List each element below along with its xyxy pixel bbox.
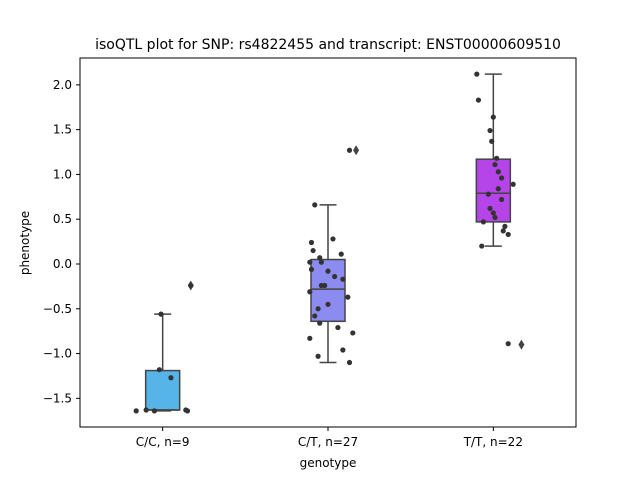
data-point [317, 320, 323, 326]
y-axis-label: phenotype [18, 211, 32, 275]
data-point [490, 114, 496, 120]
data-point [475, 97, 482, 103]
y-tick-label: 2.0 [53, 78, 72, 92]
data-point [487, 205, 493, 212]
data-point [315, 306, 321, 312]
data-point [492, 161, 498, 168]
outlier-diamond [353, 145, 360, 156]
data-point [505, 341, 511, 347]
box-iqr [144, 369, 181, 411]
y-tick-label: −1.0 [43, 347, 72, 361]
strip-points [133, 71, 516, 414]
data-point [502, 223, 508, 229]
data-point [350, 330, 356, 336]
data-point [340, 276, 346, 282]
y-tick-label: 0.5 [53, 212, 72, 226]
data-point [338, 251, 344, 257]
data-point [325, 301, 331, 307]
data-point [346, 147, 353, 153]
data-point [315, 353, 321, 359]
box-iqr [475, 158, 512, 223]
data-point [332, 273, 338, 280]
data-point [133, 408, 139, 414]
data-point [317, 255, 323, 261]
data-point [307, 259, 313, 265]
data-point [312, 313, 318, 319]
data-point [312, 202, 318, 208]
data-point [499, 196, 505, 203]
data-point [489, 138, 495, 144]
y-tick-label: −0.5 [43, 302, 72, 316]
data-point [346, 359, 353, 366]
x-tick-label: C/C, n=9 [136, 435, 190, 449]
box-group-3 [475, 73, 525, 350]
data-point [500, 228, 506, 234]
x-tick-label: C/T, n=27 [298, 435, 358, 449]
axes: −1.5 −1.0 −0.5 0.0 0.5 1.0 1.5 2.0 C/C, n=9 C/T, … [43, 57, 577, 449]
x-tick-label: T/T, n=22 [463, 435, 523, 449]
data-point [308, 239, 315, 246]
chart-title: isoQTL plot for SNP: rs4822455 and trans… [95, 37, 561, 53]
data-point [310, 247, 316, 254]
data-point [495, 186, 501, 192]
data-point [335, 324, 341, 331]
data-point [156, 367, 162, 373]
data-point [168, 375, 174, 381]
y-tick-label: 1.0 [53, 167, 72, 181]
data-point [485, 191, 491, 197]
y-tick-label: 0.0 [53, 257, 72, 271]
data-point [158, 311, 164, 317]
data-point [307, 289, 313, 295]
data-point [474, 71, 480, 77]
data-point [318, 282, 324, 289]
data-point [487, 127, 493, 134]
data-point [492, 214, 498, 221]
data-point [308, 266, 315, 272]
data-point [143, 407, 149, 413]
data-point [490, 210, 496, 216]
y-tick-label: −1.5 [43, 391, 72, 405]
data-point [505, 231, 511, 238]
data-point [318, 259, 324, 265]
data-point [307, 335, 313, 341]
x-axis-label: genotype [300, 456, 357, 470]
box-group-1 [144, 280, 194, 412]
data-point [330, 236, 336, 242]
data-point [480, 219, 487, 225]
data-point [495, 169, 501, 175]
data-point [479, 243, 485, 249]
outlier-diamond [518, 339, 525, 350]
data-point [183, 407, 189, 413]
data-point [340, 347, 346, 353]
data-point [510, 181, 516, 187]
plot-area [133, 71, 525, 414]
data-point [188, 282, 194, 289]
y-tick-label: 1.5 [53, 123, 72, 137]
data-point [499, 175, 505, 181]
data-point [325, 268, 331, 274]
data-point [494, 155, 500, 161]
data-point [345, 294, 351, 300]
data-point [151, 408, 157, 414]
